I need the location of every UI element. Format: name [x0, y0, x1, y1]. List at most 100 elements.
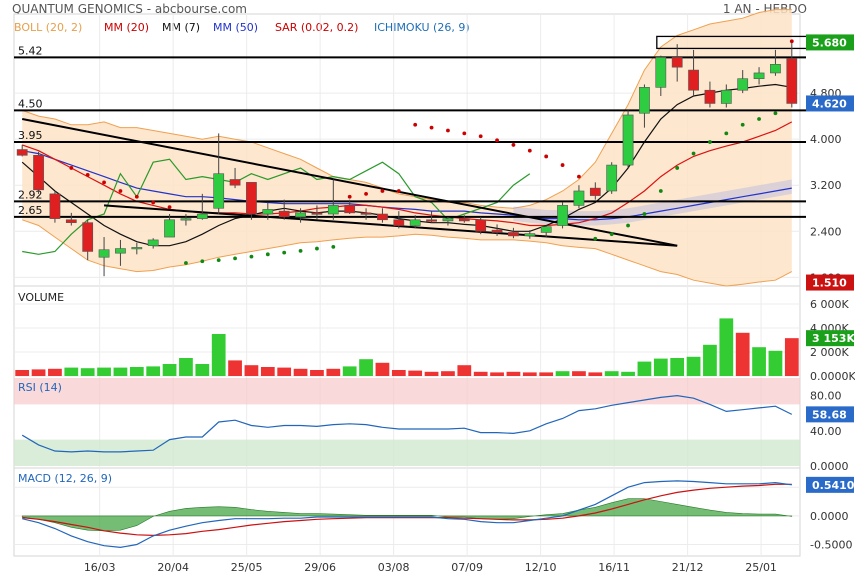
candle: [688, 69, 699, 91]
volume-bar: [359, 359, 373, 376]
volume-bar: [228, 360, 242, 376]
price-badge: 5.680: [812, 36, 847, 49]
candle: [573, 190, 585, 206]
volume-bar: [31, 369, 46, 376]
volume-bar: [604, 371, 619, 376]
candle: [131, 247, 143, 250]
volume-bar: [670, 358, 685, 376]
volume-bar: [391, 370, 406, 376]
rsi-oversold-zone: [14, 439, 800, 466]
sar-dot: [593, 236, 598, 241]
volume-bar: [522, 372, 537, 376]
macd-badge: 0.5410: [812, 479, 855, 492]
volume-bar: [162, 364, 177, 376]
volume-bar: [441, 371, 455, 376]
sar-dot: [233, 256, 237, 261]
mm20-line: [21, 121, 793, 227]
candle: [671, 57, 683, 68]
candle: [475, 219, 487, 232]
volume-bar: [768, 350, 783, 376]
trendline-1: [103, 204, 678, 247]
candle: [180, 218, 192, 221]
sar-dot: [446, 128, 450, 133]
candle: [442, 218, 454, 222]
level-label: 2.65: [18, 204, 43, 217]
volume-bar: [260, 367, 275, 376]
trendline-0: [21, 118, 678, 247]
volume-tick-label: 0.0000K: [810, 370, 855, 383]
volume-bar: [179, 358, 193, 376]
volume-bar: [424, 371, 439, 376]
x-tick-label: 20/04: [157, 561, 189, 574]
panel-frame-3: [13, 467, 801, 557]
price-badge-bg: [806, 34, 854, 51]
candle: [786, 58, 798, 104]
rsi-badge: 58.68: [812, 408, 847, 421]
price-badge: 1.510: [812, 277, 847, 290]
legend-boll: BOLL (20, 2): [14, 21, 83, 34]
candle: [196, 213, 208, 219]
volume-bar: [686, 356, 701, 376]
x-tick-label: 16/03: [84, 561, 116, 574]
volume-bar: [506, 371, 521, 376]
volume-title: VOLUME: [18, 291, 64, 304]
chart-title: QUANTUM GENOMICS - abcbourse.com: [12, 2, 247, 16]
candle: [737, 78, 749, 91]
candle: [720, 89, 732, 104]
sar-dot: [757, 117, 761, 121]
sar-dot: [708, 140, 712, 144]
rsi-overbought-zone: [14, 378, 800, 405]
sar-dot: [298, 248, 303, 253]
rsi-title: RSI (14): [18, 381, 62, 394]
candle: [770, 64, 781, 74]
ichimoku-cloud: [513, 179, 792, 226]
volume-bar: [752, 347, 766, 376]
sar-dot: [773, 111, 778, 116]
sar-dot: [364, 191, 368, 196]
macd-tick-label: 0.0000: [810, 510, 849, 523]
candle: [491, 229, 503, 233]
volume-bar: [48, 368, 62, 376]
volume-bar: [784, 338, 799, 376]
volume-bar: [277, 367, 292, 376]
sar-dot: [658, 189, 663, 193]
candle: [344, 205, 356, 214]
sar-dot: [626, 223, 630, 228]
macd-line: [22, 480, 792, 549]
sar-dot: [544, 154, 549, 159]
sar-dot: [560, 163, 565, 167]
volume-bar: [457, 365, 472, 376]
volume-bar: [211, 334, 226, 376]
sar-dot: [118, 189, 123, 193]
rsi-tick-label: 80.00: [810, 390, 842, 403]
sar-dot: [282, 250, 287, 255]
sar-dot: [495, 138, 499, 143]
x-tick-label: 03/08: [378, 561, 410, 574]
candle: [606, 164, 618, 192]
volume-bar: [719, 318, 734, 376]
legend-mm7: MM (7): [162, 21, 201, 34]
y-tick-label: 2.400: [810, 225, 842, 238]
sar-dot: [85, 172, 90, 177]
candle: [704, 89, 716, 104]
rsi-tick-label: 0.0000: [810, 460, 849, 473]
volume-tick-label: 6 000K: [810, 298, 849, 311]
volume-tick-label: 2 000K: [810, 346, 849, 359]
candle: [229, 179, 241, 186]
macd-histogram: [21, 498, 793, 532]
sar-dot: [102, 180, 106, 185]
legend-ichimoku: ICHIMOKU (26, 9): [374, 21, 470, 34]
volume-bar: [473, 371, 488, 376]
sar-dot: [511, 143, 516, 147]
sar-dot: [315, 246, 319, 251]
candle: [98, 249, 110, 258]
volume-bar: [64, 367, 79, 376]
volume-bar: [244, 365, 259, 376]
sar-dot: [527, 148, 532, 153]
macd-title: MACD (12, 26, 9): [18, 472, 112, 485]
volume-bar: [97, 367, 111, 376]
x-tick-label: 12/10: [525, 561, 557, 574]
volume-bar: [572, 371, 586, 376]
sar-dot: [478, 134, 483, 139]
candle: [295, 212, 306, 218]
